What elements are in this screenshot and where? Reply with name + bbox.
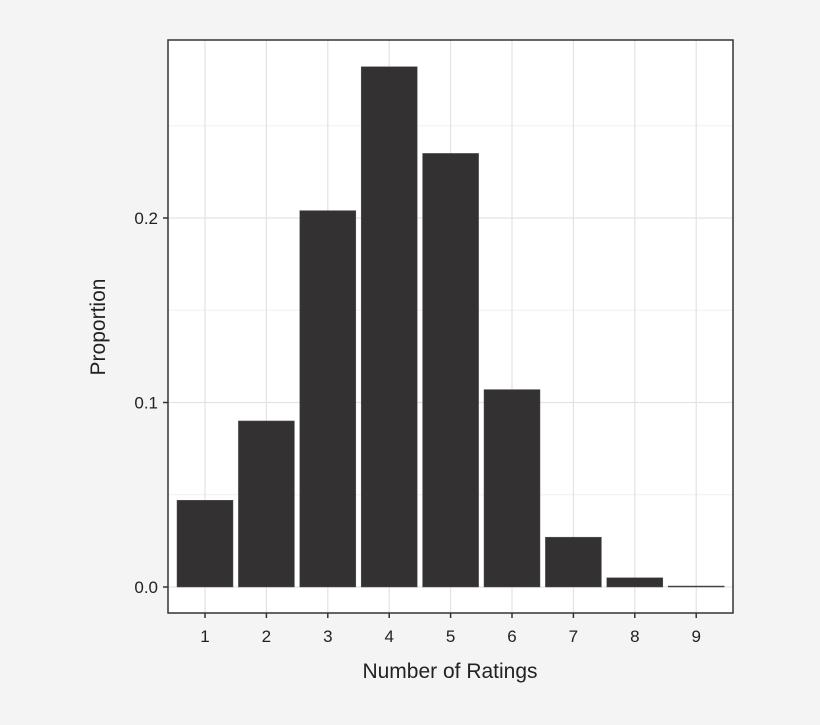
x-tick-label: 4 (384, 627, 393, 646)
bar-2 (238, 420, 295, 588)
y-tick-label: 0.1 (134, 394, 158, 413)
x-tick-label: 7 (569, 627, 578, 646)
bar-6 (483, 389, 541, 588)
x-tick-label: 3 (323, 627, 332, 646)
x-axis: 1 2 3 4 5 6 7 8 9 (200, 613, 701, 646)
x-tick-label: 6 (507, 627, 516, 646)
y-axis: 0.0 0.1 0.2 (134, 209, 168, 597)
x-tick-label: 9 (691, 627, 700, 646)
bar-8 (606, 577, 664, 588)
bar-4 (360, 66, 418, 588)
bar-1 (176, 500, 234, 588)
bar-7 (545, 536, 602, 588)
bar-5 (422, 153, 479, 588)
y-axis-title: Proportion (87, 279, 110, 376)
x-tick-label: 1 (200, 627, 209, 646)
y-tick-label: 0.0 (134, 578, 158, 597)
x-tick-label: 8 (630, 627, 639, 646)
bar-3 (299, 210, 357, 588)
x-tick-label: 2 (262, 627, 271, 646)
bar-9 (667, 585, 725, 588)
y-tick-label: 0.2 (134, 209, 158, 228)
x-tick-label: 5 (446, 627, 455, 646)
bars (176, 66, 725, 588)
x-axis-title: Number of Ratings (362, 660, 537, 683)
